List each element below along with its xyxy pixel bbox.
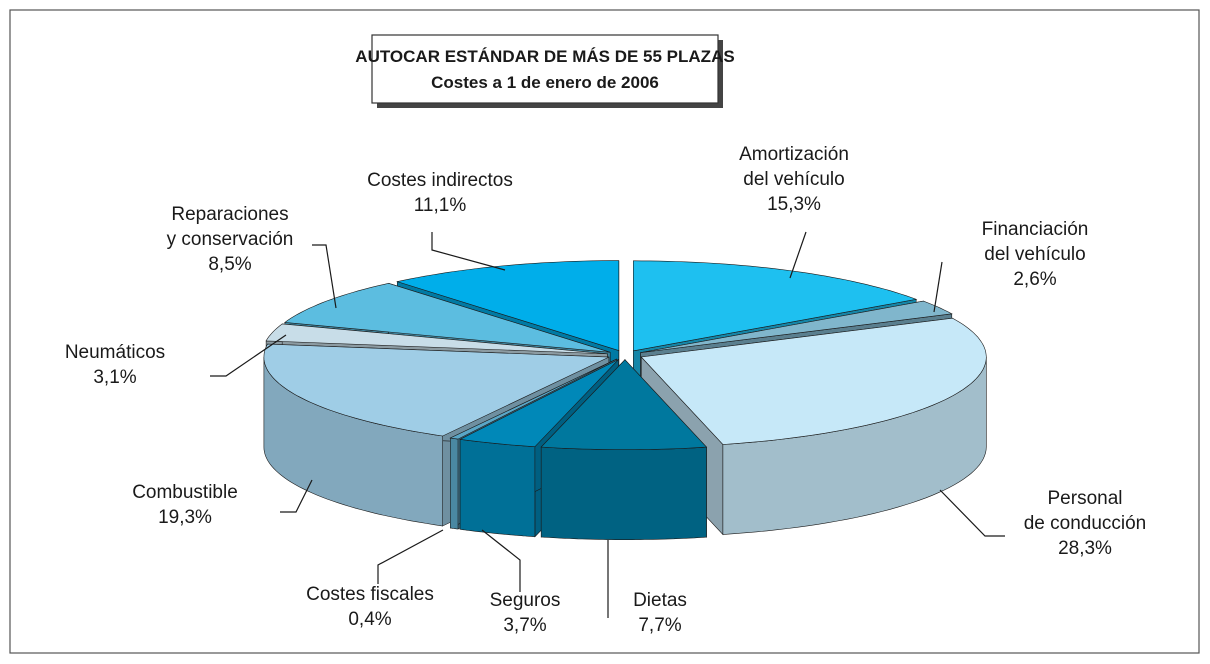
pie [263, 260, 987, 540]
slice-label: Financiación del vehículo [982, 219, 1089, 265]
value-label: 8,5% [208, 254, 251, 275]
slice-label: Reparaciones y conservación [167, 204, 294, 250]
slice-label: Amortización del vehículo [739, 144, 849, 190]
value-label: 28,3% [1058, 538, 1112, 559]
leader-line [939, 489, 1005, 537]
leader-line [789, 231, 807, 279]
slice-wall [450, 437, 459, 530]
slice-wall [459, 438, 536, 538]
slice-label: Costes fiscales [306, 584, 434, 605]
value-label: 2,6% [1013, 269, 1056, 290]
value-label: 7,7% [638, 615, 681, 636]
slice [459, 359, 619, 448]
value-label: 0,4% [348, 609, 391, 630]
value-label: 11,1% [414, 195, 467, 216]
slice-label: Personal de conducción [1024, 488, 1147, 534]
value-label: 3,1% [93, 367, 136, 388]
leader-line [280, 479, 313, 513]
value-label: 3,7% [503, 615, 546, 636]
slice-wall [540, 446, 707, 540]
leader-line [481, 529, 521, 592]
slice-label: Seguros [490, 590, 561, 611]
leader-line [377, 529, 444, 584]
slice [396, 260, 620, 351]
slice-label: Dietas [633, 590, 687, 611]
value-label: 19,3% [158, 507, 212, 528]
chart-subtitle: Costes a 1 de enero de 2006 [431, 73, 659, 92]
chart-title: AUTOCAR ESTÁNDAR DE MÁS DE 55 PLAZAS [355, 47, 734, 66]
slice-label: Costes indirectos [367, 170, 513, 191]
slice [540, 359, 708, 450]
slice [263, 343, 610, 437]
leader-line [431, 232, 506, 271]
slice-label: Combustible [132, 482, 238, 503]
slice [640, 300, 953, 353]
title-box [371, 34, 719, 104]
leader-line [312, 244, 337, 309]
leader-line [210, 334, 287, 377]
leader-line [933, 261, 943, 313]
slice [265, 323, 608, 355]
slice [449, 358, 617, 440]
value-label: 15,3% [767, 194, 821, 215]
labels: Amortización del vehículo 15,3% Financiació… [65, 144, 1146, 636]
slice [640, 317, 987, 445]
slice [284, 282, 611, 353]
slice-label: Neumáticos [65, 342, 165, 363]
